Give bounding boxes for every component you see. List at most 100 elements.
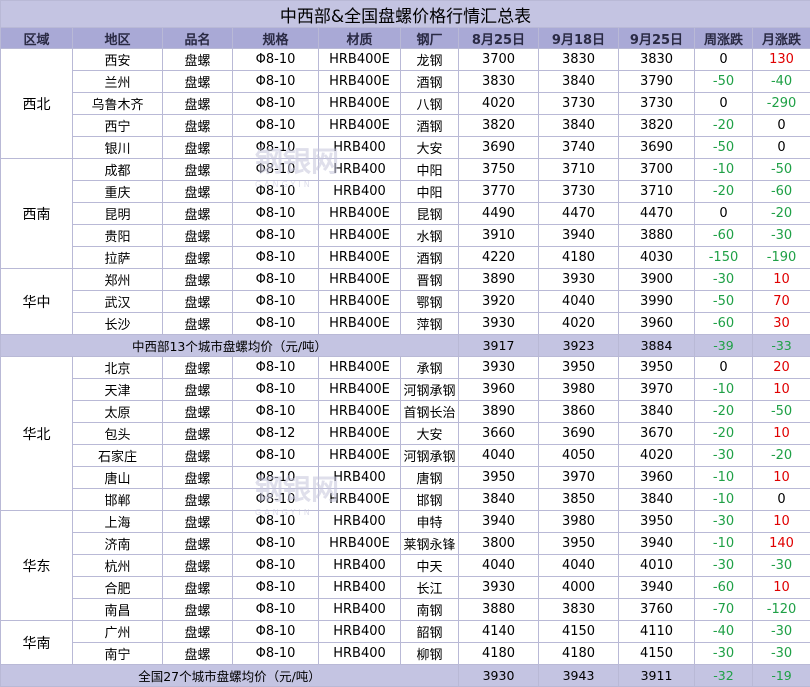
- month-change-cell: -20: [753, 203, 810, 225]
- mill-cell: 酒钢: [401, 247, 459, 269]
- product-cell: 盘螺: [163, 313, 233, 335]
- price-date2-cell: 4050: [539, 445, 619, 467]
- material-cell: HRB400: [319, 181, 401, 203]
- material-cell: HRB400E: [319, 291, 401, 313]
- mill-cell: 酒钢: [401, 71, 459, 93]
- month-change-cell: 140: [753, 533, 810, 555]
- average-price-cell: 3930: [459, 665, 539, 687]
- mill-cell: 大安: [401, 423, 459, 445]
- city-cell: 西安: [73, 49, 163, 71]
- mill-cell: 中阳: [401, 181, 459, 203]
- region-cell: 华东: [1, 511, 73, 621]
- price-date3-cell: 3820: [619, 115, 695, 137]
- price-date2-cell: 4000: [539, 577, 619, 599]
- mill-cell: 河钢承钢: [401, 445, 459, 467]
- price-date3-cell: 3970: [619, 379, 695, 401]
- week-change-cell: -10: [695, 379, 753, 401]
- average-label: 中西部13个城市盘螺均价（元/吨）: [1, 335, 459, 357]
- material-cell: HRB400E: [319, 49, 401, 71]
- product-cell: 盘螺: [163, 71, 233, 93]
- header-row: 区域 地区 品名 规格 材质 钢厂 8月25日 9月18日 9月25日 周涨跌 …: [1, 28, 810, 49]
- price-date3-cell: 3960: [619, 467, 695, 489]
- average-label: 全国27个城市盘螺均价（元/吨）: [1, 665, 459, 687]
- price-date2-cell: 3730: [539, 93, 619, 115]
- average-price-cell: 3943: [539, 665, 619, 687]
- city-cell: 唐山: [73, 467, 163, 489]
- material-cell: HRB400: [319, 467, 401, 489]
- month-change-cell: -50: [753, 401, 810, 423]
- price-date3-cell: 3940: [619, 533, 695, 555]
- product-cell: 盘螺: [163, 357, 233, 379]
- price-date3-cell: 4150: [619, 643, 695, 665]
- region-cell: 西南: [1, 159, 73, 269]
- average-month-change: -19: [753, 665, 810, 687]
- spec-cell: Φ8-10: [233, 313, 319, 335]
- spec-cell: Φ8-10: [233, 269, 319, 291]
- spec-cell: Φ8-10: [233, 247, 319, 269]
- spec-cell: Φ8-10: [233, 533, 319, 555]
- week-change-cell: -20: [695, 401, 753, 423]
- month-change-cell: 20: [753, 357, 810, 379]
- price-date3-cell: 3940: [619, 577, 695, 599]
- price-date2-cell: 3940: [539, 225, 619, 247]
- product-cell: 盘螺: [163, 423, 233, 445]
- city-cell: 济南: [73, 533, 163, 555]
- price-date3-cell: 3670: [619, 423, 695, 445]
- average-price-cell: 3911: [619, 665, 695, 687]
- material-cell: HRB400E: [319, 247, 401, 269]
- price-date2-cell: 3740: [539, 137, 619, 159]
- product-cell: 盘螺: [163, 159, 233, 181]
- region-cell: 华中: [1, 269, 73, 335]
- product-cell: 盘螺: [163, 137, 233, 159]
- price-date1-cell: 3930: [459, 357, 539, 379]
- price-date1-cell: 3820: [459, 115, 539, 137]
- week-change-cell: 0: [695, 93, 753, 115]
- price-date2-cell: 3950: [539, 533, 619, 555]
- product-cell: 盘螺: [163, 489, 233, 511]
- price-date3-cell: 3760: [619, 599, 695, 621]
- mill-cell: 首钢长治: [401, 401, 459, 423]
- price-date1-cell: 3690: [459, 137, 539, 159]
- mill-cell: 唐钢: [401, 467, 459, 489]
- header-date1: 8月25日: [459, 28, 539, 49]
- month-change-cell: -30: [753, 621, 810, 643]
- header-date3: 9月25日: [619, 28, 695, 49]
- week-change-cell: -30: [695, 445, 753, 467]
- mill-cell: 韶钢: [401, 621, 459, 643]
- price-date3-cell: 3840: [619, 401, 695, 423]
- month-change-cell: -60: [753, 181, 810, 203]
- material-cell: HRB400E: [319, 379, 401, 401]
- price-date2-cell: 3690: [539, 423, 619, 445]
- mill-cell: 柳钢: [401, 643, 459, 665]
- week-change-cell: 0: [695, 357, 753, 379]
- material-cell: HRB400E: [319, 203, 401, 225]
- city-cell: 重庆: [73, 181, 163, 203]
- mill-cell: 大安: [401, 137, 459, 159]
- mill-cell: 邯钢: [401, 489, 459, 511]
- week-change-cell: -10: [695, 467, 753, 489]
- mill-cell: 南钢: [401, 599, 459, 621]
- price-date1-cell: 4040: [459, 555, 539, 577]
- price-date3-cell: 3840: [619, 489, 695, 511]
- spec-cell: Φ8-10: [233, 291, 319, 313]
- price-date2-cell: 3970: [539, 467, 619, 489]
- price-date1-cell: 3890: [459, 269, 539, 291]
- city-cell: 郑州: [73, 269, 163, 291]
- product-cell: 盘螺: [163, 555, 233, 577]
- spec-cell: Φ8-10: [233, 137, 319, 159]
- week-change-cell: -10: [695, 533, 753, 555]
- month-change-cell: 0: [753, 115, 810, 137]
- week-change-cell: -30: [695, 511, 753, 533]
- header-region: 区域: [1, 28, 73, 49]
